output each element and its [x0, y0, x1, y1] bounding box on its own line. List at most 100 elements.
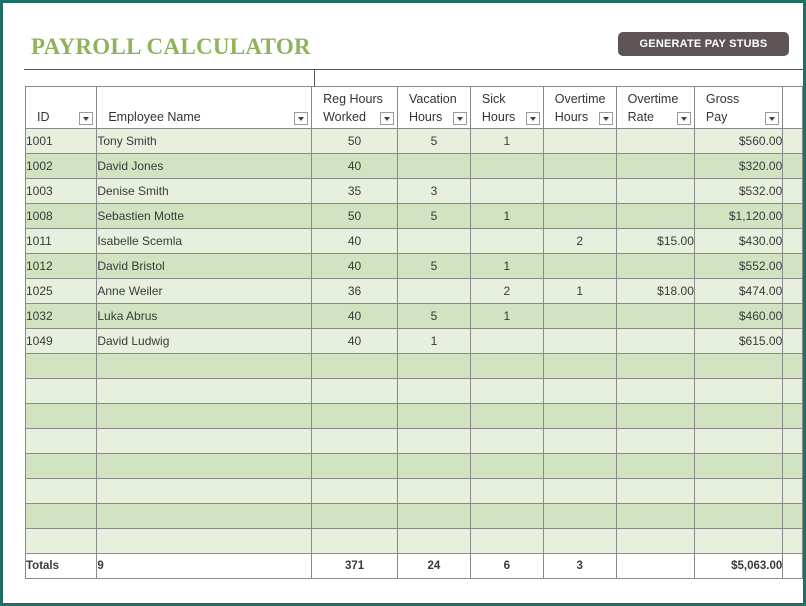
cell-gross-pay[interactable]	[693, 528, 784, 554]
cell-overtime-hours[interactable]	[542, 428, 617, 454]
cell-overtime-hours[interactable]	[542, 153, 617, 179]
cell-id[interactable]: 1003	[24, 178, 98, 204]
cell-sick-hours[interactable]: 1	[469, 203, 544, 229]
cell-overtime-hours[interactable]	[542, 328, 617, 354]
filter-dropdown-icon[interactable]	[525, 112, 540, 125]
cell-vacation-hours[interactable]	[396, 353, 471, 379]
cell-extra[interactable]	[782, 203, 803, 229]
cell-extra[interactable]	[782, 303, 803, 329]
cell-overtime-rate[interactable]	[615, 153, 695, 179]
cell-overtime-rate[interactable]	[615, 178, 695, 204]
cell-vacation-hours[interactable]	[396, 428, 471, 454]
cell-gross-pay[interactable]: $1,120.00	[693, 203, 784, 229]
cell-extra[interactable]	[782, 178, 803, 204]
cell-overtime-hours[interactable]	[542, 378, 617, 404]
cell-reg-hours-worked[interactable]: 36	[311, 278, 398, 304]
cell-gross-pay[interactable]: $552.00	[693, 253, 784, 279]
filter-dropdown-icon[interactable]	[676, 112, 691, 125]
cell-vacation-hours[interactable]	[396, 153, 471, 179]
cell-overtime-rate[interactable]	[615, 428, 695, 454]
cell-extra[interactable]	[782, 378, 803, 404]
filter-dropdown-icon[interactable]	[79, 112, 94, 125]
cell-sick-hours[interactable]	[469, 428, 544, 454]
cell-gross-pay[interactable]: $430.00	[693, 228, 784, 254]
cell-extra[interactable]	[782, 128, 803, 154]
cell-overtime-rate[interactable]	[615, 378, 695, 404]
cell-sick-hours[interactable]	[469, 403, 544, 429]
cell-reg-hours-worked[interactable]: 50	[311, 128, 398, 154]
cell-overtime-hours[interactable]	[542, 478, 617, 504]
cell-vacation-hours[interactable]: 1	[396, 328, 471, 354]
cell-gross-pay[interactable]: $320.00	[693, 153, 784, 179]
cell-employee-name[interactable]	[96, 403, 313, 429]
cell-extra[interactable]	[782, 478, 803, 504]
cell-vacation-hours[interactable]: 5	[396, 253, 471, 279]
cell-gross-pay[interactable]	[693, 503, 784, 529]
cell-reg-hours-worked[interactable]: 40	[311, 328, 398, 354]
cell-reg-hours-worked[interactable]	[311, 503, 398, 529]
cell-overtime-hours[interactable]	[542, 453, 617, 479]
cell-overtime-rate[interactable]	[615, 203, 695, 229]
cell-reg-hours-worked[interactable]	[311, 403, 398, 429]
cell-overtime-rate[interactable]	[615, 503, 695, 529]
cell-id[interactable]: 1049	[24, 328, 98, 354]
cell-extra[interactable]	[782, 328, 803, 354]
cell-employee-name[interactable]	[96, 353, 313, 379]
cell-sick-hours[interactable]: 1	[469, 303, 544, 329]
cell-sick-hours[interactable]	[469, 328, 544, 354]
cell-extra[interactable]	[782, 353, 803, 379]
cell-extra[interactable]	[782, 403, 803, 429]
cell-overtime-rate[interactable]	[615, 353, 695, 379]
cell-overtime-hours[interactable]	[542, 503, 617, 529]
cell-id[interactable]	[24, 378, 98, 404]
cell-overtime-rate[interactable]	[615, 403, 695, 429]
cell-reg-hours-worked[interactable]: 40	[311, 253, 398, 279]
cell-id[interactable]: 1002	[24, 153, 98, 179]
cell-id[interactable]: 1001	[24, 128, 98, 154]
cell-gross-pay[interactable]	[693, 428, 784, 454]
cell-reg-hours-worked[interactable]	[311, 528, 398, 554]
cell-id[interactable]	[24, 453, 98, 479]
cell-overtime-hours[interactable]	[542, 353, 617, 379]
cell-gross-pay[interactable]	[693, 353, 784, 379]
cell-vacation-hours[interactable]	[396, 278, 471, 304]
cell-overtime-rate[interactable]	[615, 303, 695, 329]
cell-gross-pay[interactable]	[693, 478, 784, 504]
cell-employee-name[interactable]	[96, 528, 313, 554]
cell-sick-hours[interactable]	[469, 153, 544, 179]
cell-overtime-rate[interactable]: $18.00	[615, 278, 695, 304]
cell-vacation-hours[interactable]	[396, 228, 471, 254]
cell-overtime-hours[interactable]	[542, 253, 617, 279]
cell-overtime-rate[interactable]	[615, 453, 695, 479]
cell-employee-name[interactable]: David Ludwig	[96, 328, 313, 354]
cell-gross-pay[interactable]: $532.00	[693, 178, 784, 204]
cell-employee-name[interactable]	[96, 503, 313, 529]
cell-id[interactable]	[24, 528, 98, 554]
cell-employee-name[interactable]: Tony Smith	[96, 128, 313, 154]
cell-vacation-hours[interactable]: 5	[396, 128, 471, 154]
cell-id[interactable]: 1011	[24, 228, 98, 254]
cell-vacation-hours[interactable]	[396, 503, 471, 529]
cell-id[interactable]: 1025	[24, 278, 98, 304]
cell-overtime-hours[interactable]: 1	[542, 278, 617, 304]
cell-employee-name[interactable]: Isabelle Scemla	[96, 228, 313, 254]
cell-reg-hours-worked[interactable]	[311, 478, 398, 504]
cell-overtime-hours[interactable]	[542, 528, 617, 554]
cell-extra[interactable]	[782, 228, 803, 254]
cell-sick-hours[interactable]: 1	[469, 128, 544, 154]
cell-extra[interactable]	[782, 428, 803, 454]
cell-employee-name[interactable]: Anne Weiler	[96, 278, 313, 304]
cell-id[interactable]	[24, 503, 98, 529]
cell-overtime-hours[interactable]	[542, 128, 617, 154]
cell-extra[interactable]	[782, 253, 803, 279]
cell-sick-hours[interactable]	[469, 453, 544, 479]
cell-overtime-hours[interactable]: 2	[542, 228, 617, 254]
cell-gross-pay[interactable]: $474.00	[693, 278, 784, 304]
cell-gross-pay[interactable]: $615.00	[693, 328, 784, 354]
cell-employee-name[interactable]: David Bristol	[96, 253, 313, 279]
cell-sick-hours[interactable]	[469, 353, 544, 379]
cell-gross-pay[interactable]: $460.00	[693, 303, 784, 329]
cell-employee-name[interactable]	[96, 478, 313, 504]
cell-overtime-rate[interactable]	[615, 328, 695, 354]
cell-sick-hours[interactable]: 1	[469, 253, 544, 279]
